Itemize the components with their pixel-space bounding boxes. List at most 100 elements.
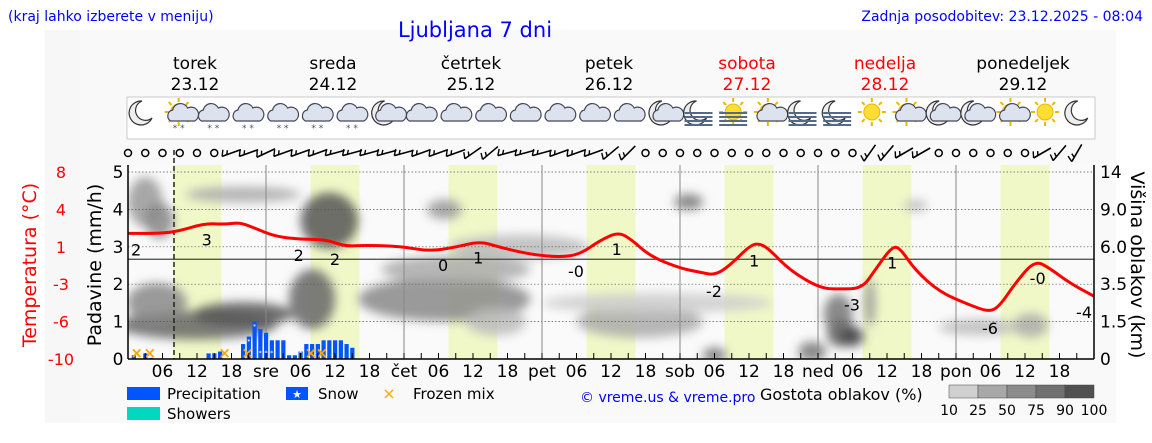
svg-text:* *: * * [311,124,323,134]
temp-data-label: -4 [1076,303,1092,322]
temp-data-label: -3 [844,296,860,315]
x-tick-label: 18 [497,362,519,382]
moon-fog-icon [683,100,713,126]
wind-barb-icon [238,148,259,158]
calm-wind-icon [813,148,823,158]
precip-tick-label: 4 [113,200,124,220]
x-tick-label: 06 [704,362,726,382]
temp-data-label: -0 [568,262,584,281]
precipitation-bar [281,340,286,359]
precipitation-bar [333,340,338,359]
cloud-icon [405,102,438,122]
wind-barb-icon [359,148,380,157]
location-hint-link[interactable]: (kraj lahko izberete v meniju) [8,9,214,25]
sun-cloud-snow-icon: * * [164,98,200,134]
x-tick-label: 06 [566,362,588,382]
temp-data-label: 3 [202,230,212,249]
wind-barb-icon [1049,144,1067,162]
temp-data-label: 1 [749,251,759,270]
cloud-height-axis-title: Višina oblakov (km) [1126,172,1148,359]
day-name: sobota [718,54,776,74]
wind-barb-icon [1067,143,1083,163]
calm-wind-icon [986,148,995,158]
x-tick-label: 12 [738,362,760,382]
wind-barb-icon [445,148,466,158]
cloud-density-blob [674,193,703,210]
wind-barb-icon [514,148,535,157]
wind-barb-icon [341,148,363,157]
temp-data-label: 2 [131,240,141,259]
precipitation-bar [131,355,136,359]
temp-axis-title: Temperatura (°C) [19,183,41,348]
frozen-mix-x-icon: × [382,384,395,403]
x-tick-label: pet [528,362,556,382]
sun-cloud-icon [753,98,789,126]
precip-tick-label: 3 [113,238,124,258]
cloud-legend-level: 25 [969,403,987,419]
precipitation-bar [252,321,257,359]
legend-showers-swatch [127,407,160,420]
calm-wind-icon [848,148,857,158]
day-name: četrtek [441,54,502,74]
legend: Precipitation ★ Snow × Frozen mix Shower… [127,384,1107,423]
cloud-density-blob [300,192,358,249]
precipitation-bar [327,340,332,359]
precipitation-bar [321,340,326,359]
precipitation-bar [287,355,292,359]
wind-barb-icon [463,146,482,160]
x-tick-label: 18 [1049,362,1071,382]
credit-link[interactable]: © vreme.us & vreme.pro [580,390,755,406]
cloud-density-blob [864,278,876,327]
wind-barbs-row [123,143,1083,163]
cloud-height-tick-label: 6.0 [1100,238,1127,258]
wind-barb-icon [256,148,276,158]
temp-data-label: 2 [294,246,304,265]
x-tick-label: 18 [359,362,381,382]
x-tick-label: ned [802,362,834,382]
calm-wind-icon [1003,148,1012,158]
calm-wind-icon [969,148,978,158]
wind-barb-icon [618,145,636,161]
wind-barb-icon [273,148,293,158]
precip-axis-title: Padavine (mm/h) [84,184,106,347]
sun-cloud-icon [892,98,927,126]
svg-text:* *: * * [207,124,219,134]
calm-wind-icon [675,148,685,158]
sun-cloud-icon [996,98,1031,126]
temp-data-label: -2 [706,282,722,301]
temp-tick-label: 4 [56,200,66,219]
cloud-density-blob [145,202,174,239]
snow-star-icon: ★ [292,388,302,401]
calm-wind-icon [744,148,754,158]
precipitation-bar [310,344,315,359]
svg-text:* *: * * [346,124,358,134]
day-date: 24.12 [309,75,358,95]
cloud-density-blob [1013,313,1048,338]
day-name: sreda [309,54,356,74]
calm-wind-icon [641,148,650,158]
calm-wind-icon [175,148,184,158]
x-tick-label: 06 [152,362,174,382]
x-tick-label: 12 [324,362,346,382]
cloud-legend-swatch [1064,384,1095,399]
temp-data-label: -6 [982,319,998,338]
temp-data-label: 0 [438,256,448,275]
day-date: 25.12 [447,75,496,95]
moon-cloud-icon [925,100,962,126]
wind-barb-icon [290,148,311,158]
cloud-density-blob [289,269,335,330]
x-tick-label: 06 [290,362,312,382]
temp-data-label: 1 [473,249,483,268]
precipitation-bar [206,353,211,359]
cloud-density-blob [449,234,589,259]
legend-snow-swatch [286,387,308,400]
x-tick-label: 12 [600,362,622,382]
x-tick-label: sob [665,362,695,382]
moon-cloud-icon [371,100,408,126]
x-tick-label: 06 [428,362,450,382]
x-tick-label: 18 [221,362,243,382]
cloud-icon [475,102,508,122]
temp-data-label: 2 [330,250,340,269]
cloud-height-tick-label: 9.0 [1100,200,1127,220]
